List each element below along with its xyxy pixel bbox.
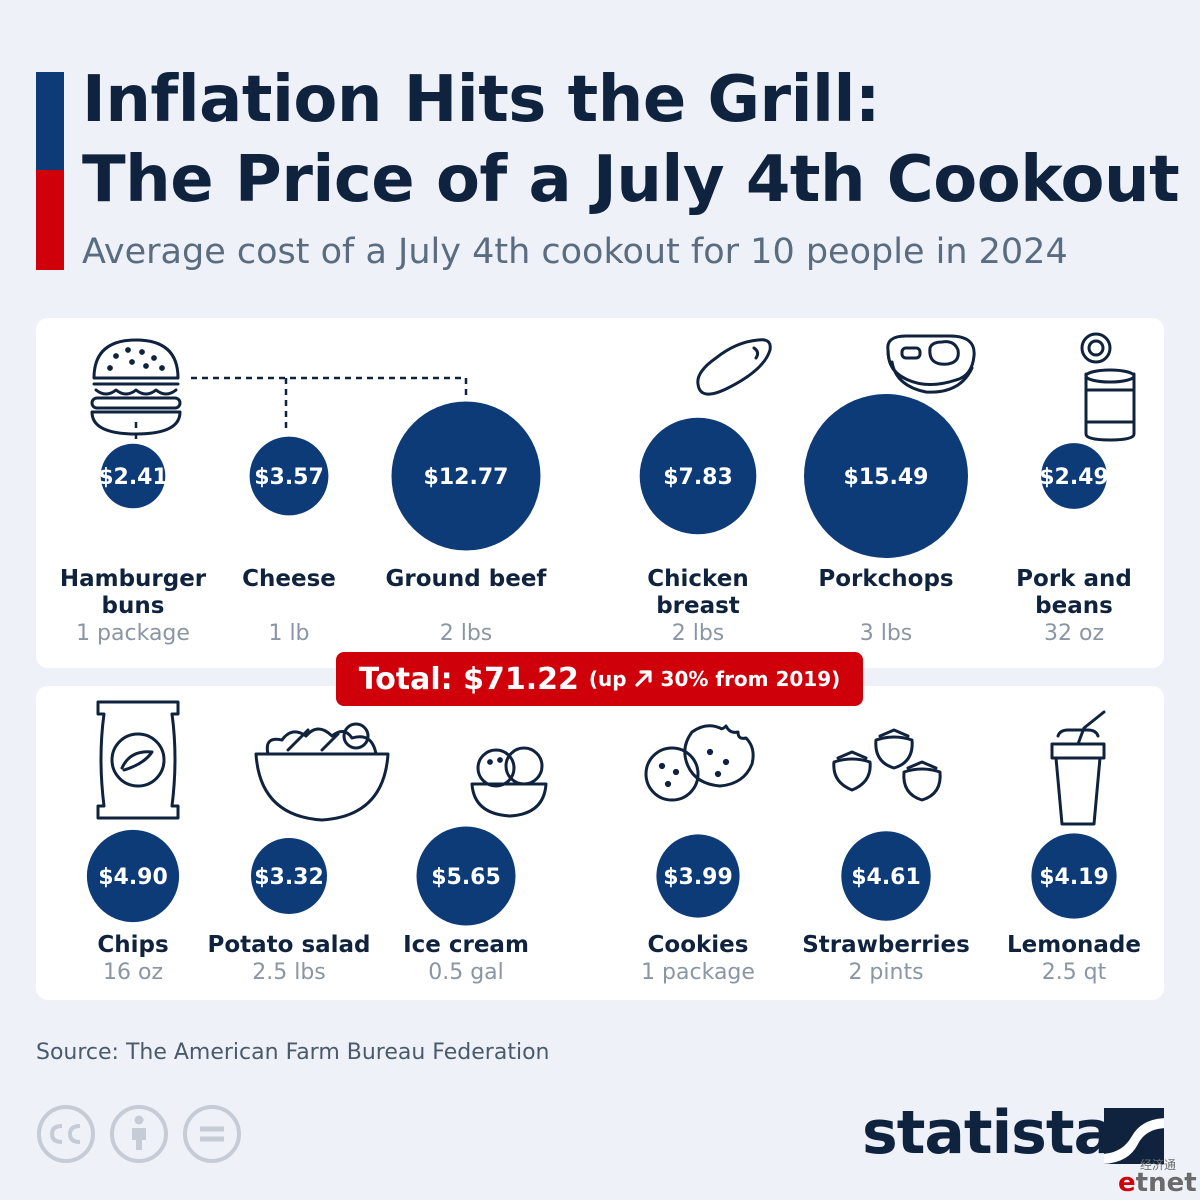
total-label: Total: $71.22 [358,661,579,697]
item-quantity-pork-and-beans: 32 oz [1044,621,1104,646]
strawberries-icon [832,728,942,802]
cc-icon [37,1105,95,1163]
burger-icon [90,338,182,436]
total-banner: Total: $71.22 (up 30% from 2019) [336,652,863,706]
item-quantity-hamburger-buns: 1 package [76,621,190,646]
item-name-hamburger-buns: buns [102,593,165,619]
bubble-porkchops [804,394,968,558]
price-label-cookies: $3.99 [663,865,733,890]
bubble-ice-cream [416,826,516,926]
connector-line [191,376,468,428]
bubble-lemonade [1031,833,1117,919]
item-name-chicken-breast: breast [656,593,740,619]
bubble-pork-and-beans [1041,443,1107,509]
item-name-porkchops: Porkchops [818,566,953,592]
watermark-cn: 经济通 [1140,1158,1177,1172]
item-quantity-potato-salad: 2.5 lbs [252,960,326,985]
item-quantity-cheese: 1 lb [268,621,309,646]
total-change-after: 30% from 2019) [660,667,841,691]
ice-cream-icon [470,746,548,818]
bubble-ground-beef [391,401,541,551]
price-label-ground-beef: $12.77 [424,465,509,490]
bubble-strawberries [841,831,931,921]
price-label-potato-salad: $3.32 [254,865,324,890]
item-quantity-lemonade: 2.5 qt [1042,960,1107,985]
item-name-cookies: Cookies [648,932,749,958]
accent-bar-blue [36,72,64,170]
statista-logo: statista [862,1098,1114,1168]
total-change: (up 30% from 2019) [589,667,840,691]
price-label-porkchops: $15.49 [844,465,929,490]
item-name-ground-beef: Ground beef [386,566,548,592]
watermark-rest: tnet [1135,1168,1197,1198]
up-arrow-icon [634,670,652,687]
bubble-cheese [249,436,329,516]
item-quantity-chips: 16 oz [103,960,163,985]
price-label-lemonade: $4.19 [1039,865,1109,890]
price-label-cheese: $3.57 [254,465,324,490]
item-quantity-strawberries: 2 pints [848,960,923,985]
price-label-ice-cream: $5.65 [431,865,501,890]
title-line-2: The Price of a July 4th Cookout [82,143,1180,217]
bubble-hamburger-buns [100,443,166,509]
cookies-icon [644,724,755,802]
source-note: Source: The American Farm Bureau Federat… [36,1040,550,1065]
attribution-icon [110,1105,168,1163]
bubble-potato-salad [251,838,327,914]
item-quantity-chicken-breast: 2 lbs [672,621,725,646]
item-name-strawberries: Strawberries [802,932,970,958]
chips-bag-icon [96,700,180,820]
no-derivatives-icon [183,1105,241,1163]
item-quantity-ground-beef: 2 lbs [440,621,493,646]
item-name-pork-and-beans: Pork and [1016,566,1132,592]
title-line-1: Inflation Hits the Grill: [82,63,881,137]
item-name-ice-cream: Ice cream [403,932,529,958]
license-icons [37,1105,241,1163]
porkchop-icon [886,334,976,394]
chart-title: Inflation Hits the Grill: The Price of a… [82,60,1182,220]
item-name-lemonade: Lemonade [1007,932,1141,958]
bubble-chips [86,829,180,923]
price-label-chicken-breast: $7.83 [663,465,733,490]
item-name-hamburger-buns: Hamburger [60,566,207,592]
price-label-pork-and-beans: $2.49 [1039,465,1109,490]
item-quantity-porkchops: 3 lbs [860,621,913,646]
can-icon [1080,332,1136,442]
panel-main-dishes: $2.41 Hamburger buns 1 package $3.57 Cheese 1 … [36,318,1164,668]
bubble-chicken-breast [639,417,757,535]
item-quantity-ice-cream: 0.5 gal [428,960,504,985]
item-name-pork-and-beans: beans [1035,593,1113,619]
chart-subtitle: Average cost of a July 4th cookout for 1… [82,232,1068,272]
bubble-cookies [656,834,740,918]
lemonade-cup-icon [1050,710,1106,826]
price-label-strawberries: $4.61 [851,865,921,890]
item-name-chicken-breast: Chicken [647,566,748,592]
item-name-chips: Chips [97,932,168,958]
accent-bar-red [36,170,64,270]
statista-logo-mark-icon [1104,1108,1164,1164]
salad-bowl-icon [254,722,390,822]
etnet-watermark: etnet [1118,1168,1197,1198]
watermark-e: e [1118,1168,1136,1198]
price-label-hamburger-buns: $2.41 [98,465,168,490]
panel-sides: $4.90 Chips 16 oz $3.32 Potato salad 2.5 lbs $… [36,686,1164,1000]
price-label-chips: $4.90 [98,865,168,890]
item-quantity-cookies: 1 package [641,960,755,985]
chicken-breast-icon [696,338,772,396]
total-change-before: (up [588,667,627,691]
item-name-potato-salad: Potato salad [207,932,370,958]
item-name-cheese: Cheese [242,566,336,592]
